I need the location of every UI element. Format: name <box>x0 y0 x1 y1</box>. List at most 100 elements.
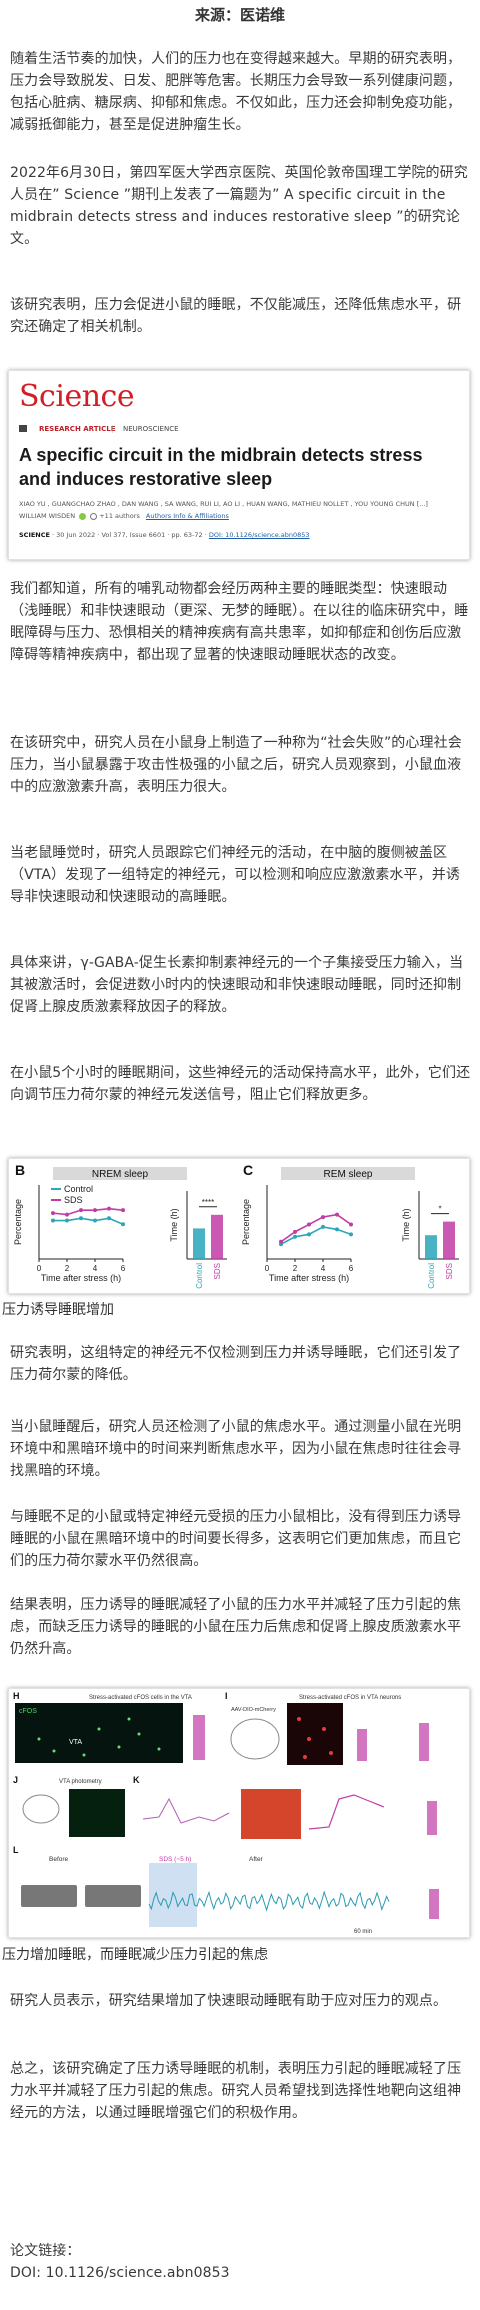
mcherry-cell <box>322 1727 326 1731</box>
panel-title-j: VTA photometry <box>59 1779 102 1785</box>
panel-title-i: Stress-activated cFOS in VTA neurons <box>299 1695 401 1701</box>
source-label: 来源：医诺维 <box>194 6 285 24</box>
paragraph-anxiety-test: 当小鼠睡醒后，研究人员还检测了小鼠的焦虑水平。通过测量小鼠在光明环境中和黑暗环境… <box>10 1419 462 1479</box>
mcherry-cell <box>303 1755 307 1759</box>
x-tick-label-nrem: 0 <box>37 1264 42 1273</box>
panel-letter-j: J <box>13 1775 18 1785</box>
data-point-nrem-control <box>107 1216 111 1221</box>
trace-l <box>148 1890 390 1912</box>
panel-letter-h: H <box>13 1691 20 1701</box>
data-point-rem-control <box>293 1234 297 1239</box>
x-label-nrem: Time after stress (h) <box>41 1273 121 1283</box>
data-point-rem-sds <box>279 1239 283 1244</box>
authors-line1: XIAO YU , GUANGCHAO ZHAO , DAN WANG , SA… <box>19 500 428 508</box>
data-point-nrem-sds <box>51 1211 55 1216</box>
data-point-nrem-control <box>79 1216 83 1221</box>
panel-letter-nrem: B <box>15 1162 25 1178</box>
bar-label-nrem-0: Control <box>195 1263 204 1289</box>
data-point-nrem-sds <box>121 1208 125 1213</box>
panel-title-nrem: NREM sleep <box>92 1169 149 1180</box>
microscopy-vta <box>15 1703 183 1763</box>
meta-details: · 30 Jun 2022 · Vol 377, Issue 6601 · pp… <box>49 531 209 539</box>
microscopy-mcherry <box>287 1703 343 1765</box>
sleep-figure-card: B NREM sleep Percentage Time after stress (… <box>8 1158 470 1294</box>
vta-figure: H Stress-activated cFOS cells in the VTA c… <box>13 1691 439 1935</box>
panel-title-box-nrem <box>53 1167 187 1180</box>
paper-doi[interactable]: DOI: 10.1126/science.abn0853 <box>10 2265 230 2281</box>
subsection-label[interactable]: NEUROSCIENCE <box>123 425 179 433</box>
paragraph-summary: 该研究表明，压力会促进小鼠的睡眠，不仅能减压，还降低焦虑水平，研究还确定了相关机… <box>10 297 462 335</box>
home-icon[interactable] <box>19 425 27 432</box>
bar-label-nrem-1: SDS <box>213 1263 222 1279</box>
panel-letter-rem: C <box>243 1162 253 1178</box>
cage-before <box>21 1885 77 1907</box>
data-point-nrem-sds <box>65 1212 69 1217</box>
cfos-cell <box>127 1717 131 1721</box>
bar-i-1 <box>357 1729 367 1761</box>
paragraph-conclusion: 总之，该研究确定了压力诱导睡眠的机制，表明压力引起的睡眠减轻了压力水平并减轻了压… <box>10 2061 462 2121</box>
caption-sleep-anxiety: 压力增加睡眠，而睡眠减少压力引起的焦虑 <box>2 1947 268 1963</box>
x-tick-label-nrem: 4 <box>93 1264 98 1273</box>
brain-schematic <box>230 1718 280 1760</box>
cfos-cell <box>97 1727 101 1731</box>
paragraph-publication: 2022年6月30日，第四军医大学西京医院、英国伦敦帝国理工学院的研究人员在” … <box>10 165 468 247</box>
sleep-figure: B NREM sleep Percentage Time after stress (… <box>13 1162 459 1289</box>
more-authors-icon <box>90 512 98 520</box>
paragraph-intro: 随着生活节奏的加快，人们的压力也在变得越来越大。早期的研究表明，压力会导致脱发、… <box>10 51 462 133</box>
science-logo: Science <box>19 379 135 414</box>
cfos-cell <box>117 1745 121 1749</box>
x-label-rem: Time after stress (h) <box>269 1273 349 1283</box>
bar-y-label-rem: Time (h) <box>401 1208 411 1241</box>
l-sds: SDS (~5 h) <box>159 1856 191 1863</box>
panel-letter-i: I <box>225 1691 228 1701</box>
panel-letter-l: L <box>13 1845 19 1855</box>
x-tick-label-rem: 2 <box>293 1264 298 1273</box>
series-line-rem-sds <box>280 1213 352 1243</box>
paragraph-sleep-types: 我们都知道，所有的哺乳动物都会经历两种主要的睡眠类型：快速眼动（浅睡眠）和非快速… <box>10 581 469 663</box>
article-authors: XIAO YU , GUANGCHAO ZHAO , DAN WANG , SA… <box>19 498 459 522</box>
mcherry-cell <box>307 1737 311 1741</box>
bar-nrem-sds <box>211 1214 223 1259</box>
paragraph-rem-view: 研究人员表示，研究结果增加了快速眼动睡眠有助于应对压力的观点。 <box>10 1993 448 2009</box>
bar-rem-sds <box>443 1221 455 1259</box>
data-point-rem-sds <box>335 1212 339 1217</box>
data-point-nrem-control <box>51 1218 55 1223</box>
data-point-rem-control <box>349 1232 353 1237</box>
bar-i-2 <box>419 1723 429 1761</box>
data-point-rem-sds <box>349 1222 353 1227</box>
data-point-rem-control <box>321 1224 325 1229</box>
bar-k <box>427 1801 437 1835</box>
doi-link[interactable]: DOI: 10.1126/science.abn0853 <box>208 531 310 539</box>
data-point-nrem-sds <box>107 1206 111 1211</box>
bar-rem-control <box>425 1235 437 1259</box>
data-point-rem-sds <box>293 1229 297 1234</box>
x-tick-label-rem: 6 <box>349 1264 354 1273</box>
cfos-cell <box>157 1747 161 1751</box>
l-after: After <box>249 1856 264 1863</box>
data-point-rem-control <box>307 1232 311 1237</box>
data-point-nrem-sds <box>93 1208 97 1213</box>
article-title[interactable]: A specific circuit in the midbrain detec… <box>19 445 423 489</box>
science-article-card[interactable]: Science RESEARCH ARTICLE | NEUROSCIENCE … <box>8 370 470 560</box>
meta-journal: SCIENCE <box>19 531 50 539</box>
brain-schematic-j <box>22 1794 60 1824</box>
x-tick-label-rem: 0 <box>265 1264 270 1273</box>
cfos-cell <box>82 1753 86 1757</box>
bar-l <box>429 1889 439 1919</box>
legend-sds: SDS <box>64 1195 83 1205</box>
more-authors[interactable]: +11 authors <box>99 512 140 520</box>
vta-figure-card: H Stress-activated cFOS cells in the VTA c… <box>8 1688 470 1938</box>
cfos-label-h: cFOS <box>19 1708 37 1715</box>
data-point-nrem-control <box>65 1218 69 1223</box>
sig-marker-rem: * <box>438 1205 441 1214</box>
section-separator: | <box>111 425 114 433</box>
bar-label-rem-1: SDS <box>445 1263 454 1279</box>
paragraph-detects-stress: 研究表明，这组特定的神经元不仅检测到压力并诱导睡眠，它们还引发了压力荷尔蒙的降低… <box>10 1345 462 1383</box>
data-point-rem-sds <box>307 1222 311 1227</box>
mcherry-cell <box>329 1751 333 1755</box>
authors-info-link[interactable]: Authors Info & Affiliations <box>145 512 229 520</box>
section-label[interactable]: RESEARCH ARTICLE <box>39 425 116 433</box>
data-point-nrem-control <box>121 1222 125 1227</box>
data-point-nrem-control <box>93 1218 97 1223</box>
paragraph-five-hours: 在小鼠5个小时的睡眠期间，这些神经元的活动保持高水平，此外，它们还向调节压力荷尔… <box>10 1065 471 1103</box>
